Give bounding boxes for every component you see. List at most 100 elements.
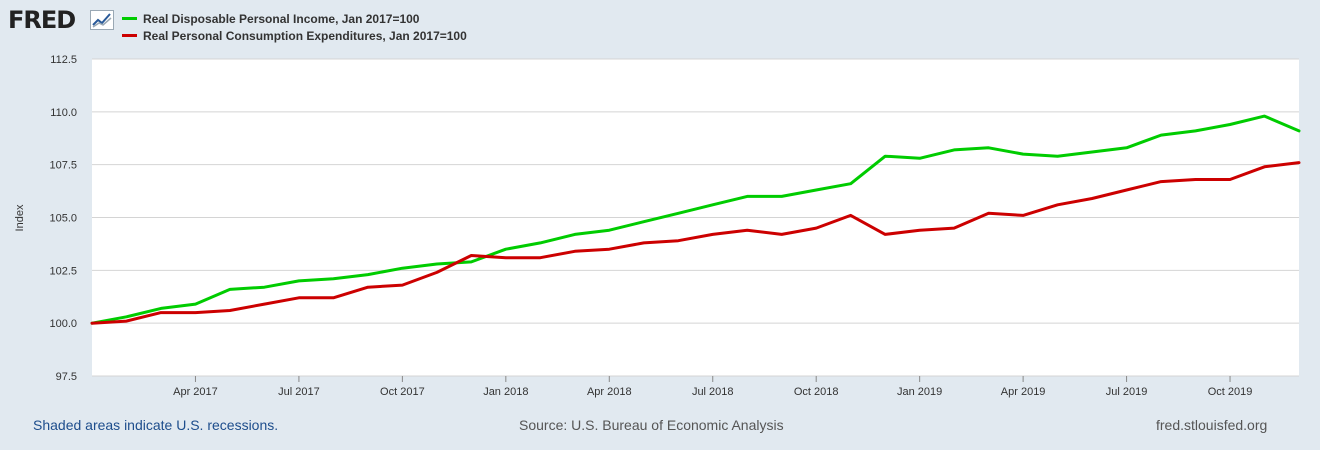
legend-swatch-consumption	[122, 34, 137, 38]
data-point[interactable]	[193, 310, 198, 315]
data-point[interactable]	[814, 188, 819, 193]
data-point[interactable]	[1159, 133, 1164, 138]
data-point[interactable]	[434, 262, 439, 267]
data-point[interactable]	[917, 156, 922, 161]
data-point[interactable]	[1193, 128, 1198, 133]
data-point[interactable]	[607, 247, 612, 252]
series-line-consumption[interactable]	[90, 161, 1301, 325]
data-series	[90, 114, 1302, 326]
chart-legend: Real Disposable Personal Income, Jan 201…	[122, 11, 467, 45]
data-point[interactable]	[227, 308, 232, 313]
legend-item-consumption[interactable]: Real Personal Consumption Expenditures, …	[122, 28, 467, 45]
data-point[interactable]	[607, 228, 612, 233]
x-tick-label: Jan 2019	[897, 386, 942, 398]
y-tick-label: 110.0	[50, 107, 77, 119]
data-point[interactable]	[159, 310, 164, 315]
fred-logo[interactable]: FRED	[8, 6, 76, 34]
data-point[interactable]	[296, 278, 301, 283]
data-point[interactable]	[745, 228, 750, 233]
x-tick-label: Apr 2017	[173, 386, 218, 398]
legend-label-income: Real Disposable Personal Income, Jan 201…	[143, 12, 420, 26]
data-point[interactable]	[641, 219, 646, 224]
y-axis: 97.5 100.0 102.5 105.0 107.5 110.0 112.5	[49, 54, 77, 383]
x-tick-label: Oct 2017	[380, 386, 425, 398]
data-point[interactable]	[331, 276, 336, 281]
data-point[interactable]	[1228, 177, 1233, 182]
data-point[interactable]	[1262, 164, 1267, 169]
y-tick-label: 112.5	[50, 54, 77, 66]
site-url[interactable]: fred.stlouisfed.org	[1156, 417, 1268, 433]
data-point[interactable]	[986, 211, 991, 216]
data-point[interactable]	[1055, 154, 1060, 159]
data-point[interactable]	[848, 181, 853, 186]
data-point[interactable]	[572, 249, 577, 254]
data-point[interactable]	[952, 226, 957, 231]
data-point[interactable]	[365, 272, 370, 277]
data-point[interactable]	[365, 285, 370, 290]
data-point[interactable]	[1228, 122, 1233, 127]
data-point[interactable]	[986, 145, 991, 150]
data-point[interactable]	[1124, 188, 1129, 193]
source-text: Source: U.S. Bureau of Economic Analysis	[519, 417, 784, 433]
x-tick-label: Jul 2017	[278, 386, 320, 398]
data-point[interactable]	[641, 240, 646, 245]
data-point[interactable]	[710, 232, 715, 237]
x-axis: Apr 2017 Jul 2017 Oct 2017 Jan 2018 Apr 2018…	[173, 376, 1252, 398]
data-point[interactable]	[1262, 114, 1267, 119]
data-point[interactable]	[814, 226, 819, 231]
data-point[interactable]	[572, 232, 577, 237]
data-point[interactable]	[1193, 177, 1198, 182]
data-point[interactable]	[848, 213, 853, 218]
data-point[interactable]	[262, 302, 267, 307]
data-point[interactable]	[400, 266, 405, 271]
y-tick-label: 100.0	[49, 318, 77, 330]
data-point[interactable]	[503, 247, 508, 252]
series-line-income[interactable]	[90, 114, 1301, 325]
data-point[interactable]	[883, 232, 888, 237]
x-tick-label: Oct 2018	[794, 386, 839, 398]
data-point[interactable]	[124, 319, 129, 324]
data-point[interactable]	[952, 147, 957, 152]
data-point[interactable]	[331, 295, 336, 300]
data-point[interactable]	[917, 228, 922, 233]
data-point[interactable]	[779, 232, 784, 237]
legend-item-income[interactable]: Real Disposable Personal Income, Jan 201…	[122, 11, 467, 28]
data-point[interactable]	[434, 270, 439, 275]
data-point[interactable]	[1159, 179, 1164, 184]
data-point[interactable]	[883, 154, 888, 159]
legend-label-consumption: Real Personal Consumption Expenditures, …	[143, 29, 467, 43]
data-point[interactable]	[469, 253, 474, 258]
data-point[interactable]	[1055, 202, 1060, 207]
data-point[interactable]	[1297, 128, 1302, 133]
data-point[interactable]	[1090, 196, 1095, 201]
data-point[interactable]	[193, 302, 198, 307]
data-point[interactable]	[90, 321, 95, 326]
data-point[interactable]	[400, 283, 405, 288]
x-tick-label: Jan 2018	[483, 386, 528, 398]
data-point[interactable]	[1124, 145, 1129, 150]
data-point[interactable]	[710, 202, 715, 207]
data-point[interactable]	[1021, 152, 1026, 157]
x-tick-label: Jul 2019	[1106, 386, 1148, 398]
y-tick-label: 107.5	[49, 160, 77, 172]
data-point[interactable]	[745, 194, 750, 199]
data-point[interactable]	[1021, 213, 1026, 218]
legend-swatch-income	[122, 17, 137, 21]
data-point[interactable]	[296, 295, 301, 300]
data-point[interactable]	[1090, 150, 1095, 155]
data-point[interactable]	[676, 211, 681, 216]
data-point[interactable]	[503, 255, 508, 260]
data-point[interactable]	[538, 240, 543, 245]
data-point[interactable]	[1297, 160, 1302, 165]
data-point[interactable]	[469, 259, 474, 264]
data-point[interactable]	[538, 255, 543, 260]
data-point[interactable]	[124, 314, 129, 319]
data-point[interactable]	[262, 285, 267, 290]
data-point[interactable]	[227, 287, 232, 292]
data-point[interactable]	[779, 194, 784, 199]
data-point[interactable]	[676, 238, 681, 243]
recession-note-link[interactable]: Shaded areas indicate U.S. recessions.	[33, 417, 279, 433]
y-axis-label: Index	[14, 204, 26, 231]
x-tick-label: Apr 2019	[1001, 386, 1046, 398]
